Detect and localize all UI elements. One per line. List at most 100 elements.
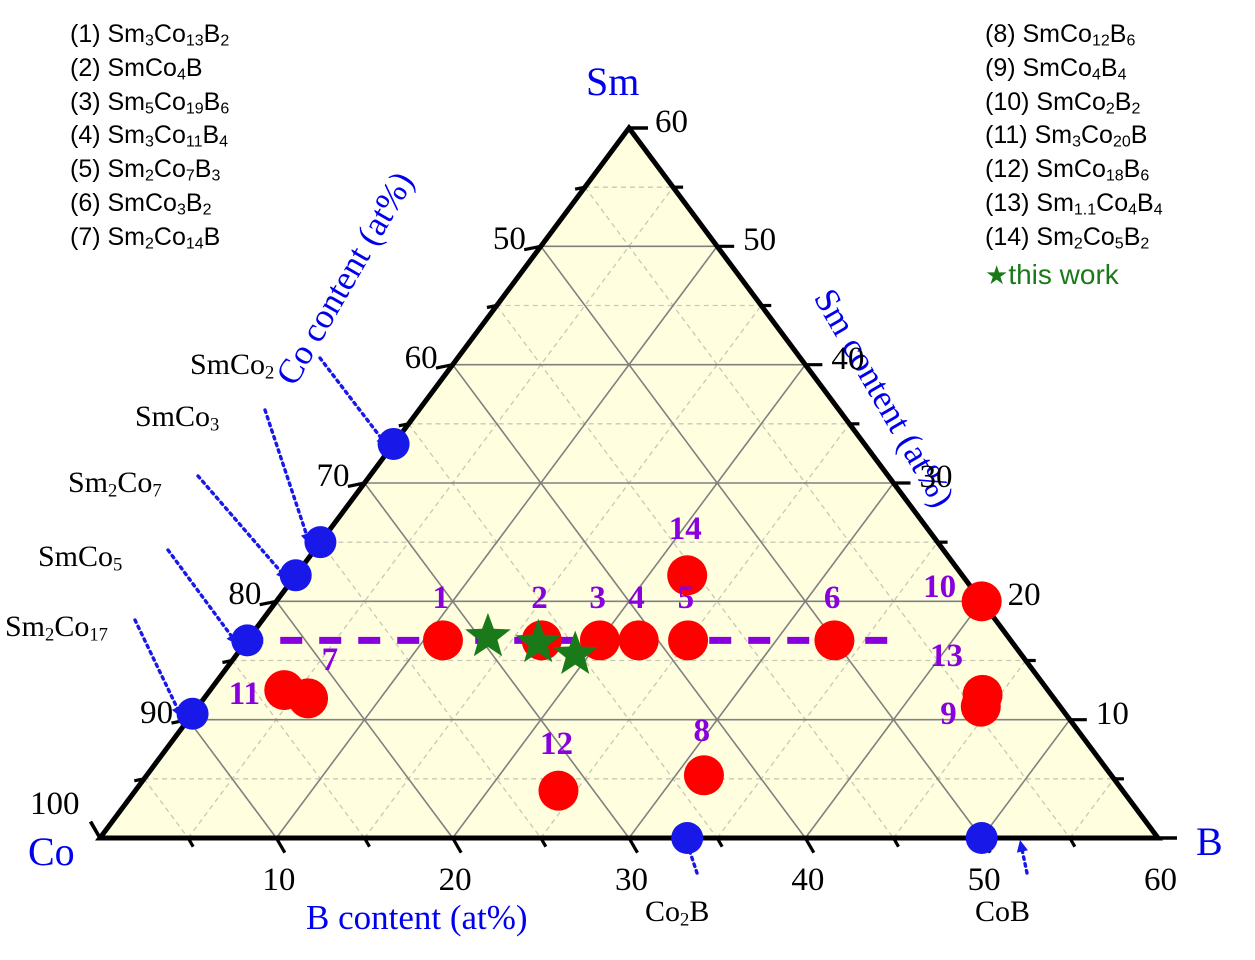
tick-sm-20: 20	[1007, 577, 1041, 614]
legend-item-formula: Sm1.1Co4B4	[1036, 188, 1163, 219]
tick-b-40: 40	[791, 862, 825, 898]
vertex-label-b: B	[1196, 819, 1223, 864]
red-phase-point[interactable]	[814, 620, 855, 661]
legend-item-formula: Sm2Co5B2	[1036, 222, 1150, 253]
legend-item: (8) SmCo12B6	[985, 18, 1163, 52]
legend-item-index: (7)	[70, 222, 108, 251]
legend-item-formula: SmCo12B6	[1022, 20, 1136, 50]
legend-item-formula: Sm3Co13B2	[107, 20, 230, 50]
tick-sm-50: 50	[743, 222, 777, 259]
red-phase-point[interactable]	[264, 670, 305, 711]
legend-item-index: (5)	[70, 155, 108, 184]
legend-item-index: (3)	[70, 87, 108, 116]
legend-item: (14) Sm2Co5B2	[985, 221, 1163, 255]
axis-title-b: B content (at%)	[306, 898, 528, 937]
point-label-13: 13	[930, 638, 964, 675]
binary-phase-label-co2b: Co2B	[645, 895, 710, 931]
vertex-label-sm: Sm	[586, 59, 640, 104]
blue-binary-point[interactable]	[671, 822, 704, 854]
grid-major	[187, 245, 1071, 839]
legend-item: (7) Sm2Co14B	[70, 221, 229, 255]
blue-binary-point[interactable]	[279, 559, 312, 592]
red-phase-point[interactable]	[668, 620, 709, 661]
legend-item-formula: Sm2Co7B3	[107, 155, 221, 185]
blue-binary-point[interactable]	[231, 624, 264, 657]
legend-item: (10) SmCo2B2	[985, 86, 1163, 120]
tick-co-50: 50	[492, 221, 526, 258]
legend-item: (6) SmCo3B2	[70, 187, 229, 221]
binary-phase-label-cob: CoB	[975, 895, 1031, 928]
blue-binary-point[interactable]	[304, 526, 337, 559]
blue-binary-point[interactable]	[176, 697, 209, 730]
legend-item: (1) Sm3Co13B2	[70, 18, 229, 52]
axis-ticks	[88, 126, 1177, 854]
point-label-6: 6	[823, 579, 841, 616]
red-phase-point[interactable]	[961, 581, 1002, 622]
point-label-12: 12	[539, 726, 573, 763]
vertex-label-co: Co	[28, 829, 75, 874]
point-label-7: 7	[321, 641, 339, 678]
point-label-5: 5	[677, 579, 695, 616]
legend-item: (4) Sm3Co11B4	[70, 119, 229, 153]
legend-item-formula: Sm3Co11B4	[107, 121, 229, 151]
tick-b-20: 20	[438, 862, 472, 898]
binary-phase-label-sm2co7: Sm2Co7	[68, 466, 162, 502]
legend-item-formula: Sm3Co20B	[1034, 121, 1148, 151]
legend-item-index: (12)	[985, 155, 1037, 184]
binary-phase-label-sm2co17: Sm2Co17	[5, 610, 108, 646]
legend-item-index: (11)	[985, 121, 1035, 150]
green-star-icon: ★	[985, 260, 1008, 291]
tick-sm-60: 60	[655, 104, 688, 140]
legend-item: (3) Sm5Co19B6	[70, 86, 229, 120]
tick-b-50: 50	[967, 862, 1001, 898]
legend-item: (11) Sm3Co20B	[985, 119, 1163, 153]
this-work-star[interactable]	[552, 630, 599, 674]
legend-item-formula: Sm2Co14B	[107, 222, 221, 253]
point-label-14: 14	[668, 510, 702, 547]
point-label-1: 1	[432, 579, 449, 616]
tick-co-90: 90	[140, 694, 174, 731]
legend-item-formula: SmCo4B4	[1022, 53, 1127, 84]
point-label-3: 3	[589, 579, 606, 616]
legend-item-formula: SmCo2B2	[1036, 87, 1141, 118]
legend-item-formula: Sm5Co19B6	[107, 87, 230, 118]
this-work-label: this work	[1008, 259, 1119, 291]
tick-sm-30: 30	[919, 459, 953, 495]
blue-binary-point[interactable]	[965, 822, 998, 854]
legend-this-work: ★this work	[985, 256, 1163, 293]
legend-item: (12) SmCo18B6	[985, 153, 1163, 187]
legend-item: (5) Sm2Co7B3	[70, 153, 229, 187]
red-phase-point[interactable]	[618, 620, 659, 661]
point-label-11: 11	[228, 675, 260, 712]
tick-co-60: 60	[404, 339, 438, 376]
binary-phase-label-smco5: SmCo5	[38, 540, 123, 576]
red-phase-point[interactable]	[683, 755, 724, 796]
legend-item-index: (1)	[70, 20, 108, 48]
legend-item-index: (2)	[70, 53, 108, 82]
data-markers	[176, 427, 1003, 854]
red-phase-point[interactable]	[422, 620, 463, 661]
legend-left: (1) Sm3Co13B2 (2) SmCo4B (3) Sm5Co19B6 (4) …	[70, 18, 229, 254]
legend-item-index: (8)	[985, 20, 1023, 48]
point-label-10: 10	[923, 568, 957, 605]
legend-item-formula: SmCo18B6	[1036, 155, 1150, 185]
legend-item-index: (10)	[985, 87, 1037, 116]
binary-phase-label-smco3: SmCo3	[135, 400, 220, 436]
tick-b-30: 30	[615, 862, 648, 898]
red-phase-point[interactable]	[962, 674, 1003, 715]
point-label-4: 4	[628, 579, 645, 616]
tick-b-10: 10	[262, 862, 296, 898]
legend-item: (9) SmCo4B4	[985, 52, 1163, 86]
tick-co-100: 100	[30, 786, 80, 822]
legend-item-index: (13)	[985, 188, 1037, 217]
red-phase-point[interactable]	[538, 770, 579, 811]
binary-phase-label-smco2: SmCo2	[190, 348, 275, 384]
this-work-star[interactable]	[465, 612, 511, 657]
blue-binary-point[interactable]	[377, 427, 410, 460]
tick-sm-10: 10	[1095, 695, 1129, 732]
red-phase-point[interactable]	[667, 555, 708, 596]
this-work-star[interactable]	[515, 618, 562, 663]
tick-b-60: 60	[1144, 862, 1177, 898]
